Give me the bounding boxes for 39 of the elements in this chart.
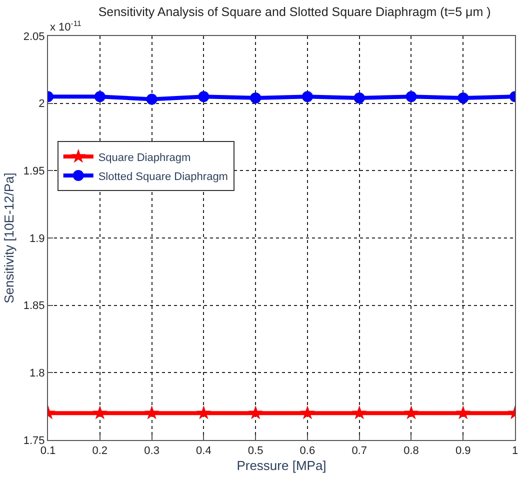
x-tick-label: 0.3	[144, 445, 160, 458]
point	[406, 91, 417, 102]
text: x 10$^{-11}$	[50, 19, 82, 34]
x-tick-label: 0.7	[352, 445, 367, 458]
point	[248, 405, 263, 420]
x-tick-label: 0.5	[248, 445, 264, 458]
x-axis-title: Pressure [MPa]	[236, 458, 326, 473]
point	[302, 91, 313, 102]
point	[354, 92, 365, 104]
y-tick-label: 1.85	[23, 300, 45, 312]
point	[198, 91, 210, 102]
y-tick-label: 1.9	[30, 232, 45, 245]
y-tick-label: 2	[38, 98, 45, 110]
y-tick-label: 1.75	[23, 434, 45, 447]
point	[404, 405, 419, 420]
x-tick-label: 0.2	[92, 445, 108, 458]
x-tick-label: 0.8	[404, 445, 419, 458]
x-tick-label: 0.9	[455, 445, 471, 458]
x-tick-label: 0.1	[40, 445, 56, 458]
point	[94, 91, 106, 102]
point	[196, 405, 211, 420]
chart-title: Sensitivity Analysis of Square and Slotted Square Diaphragm (t=5 μm )	[98, 5, 491, 20]
x-tick-label: 0.4	[196, 445, 212, 458]
point	[300, 405, 315, 420]
y-tick-label: 2.05	[23, 30, 45, 43]
legend-label: Slotted Square Diaphragm	[98, 170, 228, 183]
y-tick-label: 1.95	[23, 166, 45, 178]
y-axis-title: Sensitivity [10E-12/Pa]	[1, 172, 16, 304]
point	[92, 405, 108, 420]
x-tick-label: 0.6	[300, 445, 316, 458]
point	[144, 405, 160, 420]
y-tick-label: 1.8	[30, 368, 45, 380]
point	[352, 405, 367, 420]
point	[146, 94, 158, 105]
point	[250, 92, 262, 104]
legend-label: Square Diaphragm	[98, 152, 191, 164]
point	[458, 92, 469, 104]
x-tick-label: 1	[512, 445, 518, 458]
point	[456, 405, 470, 420]
